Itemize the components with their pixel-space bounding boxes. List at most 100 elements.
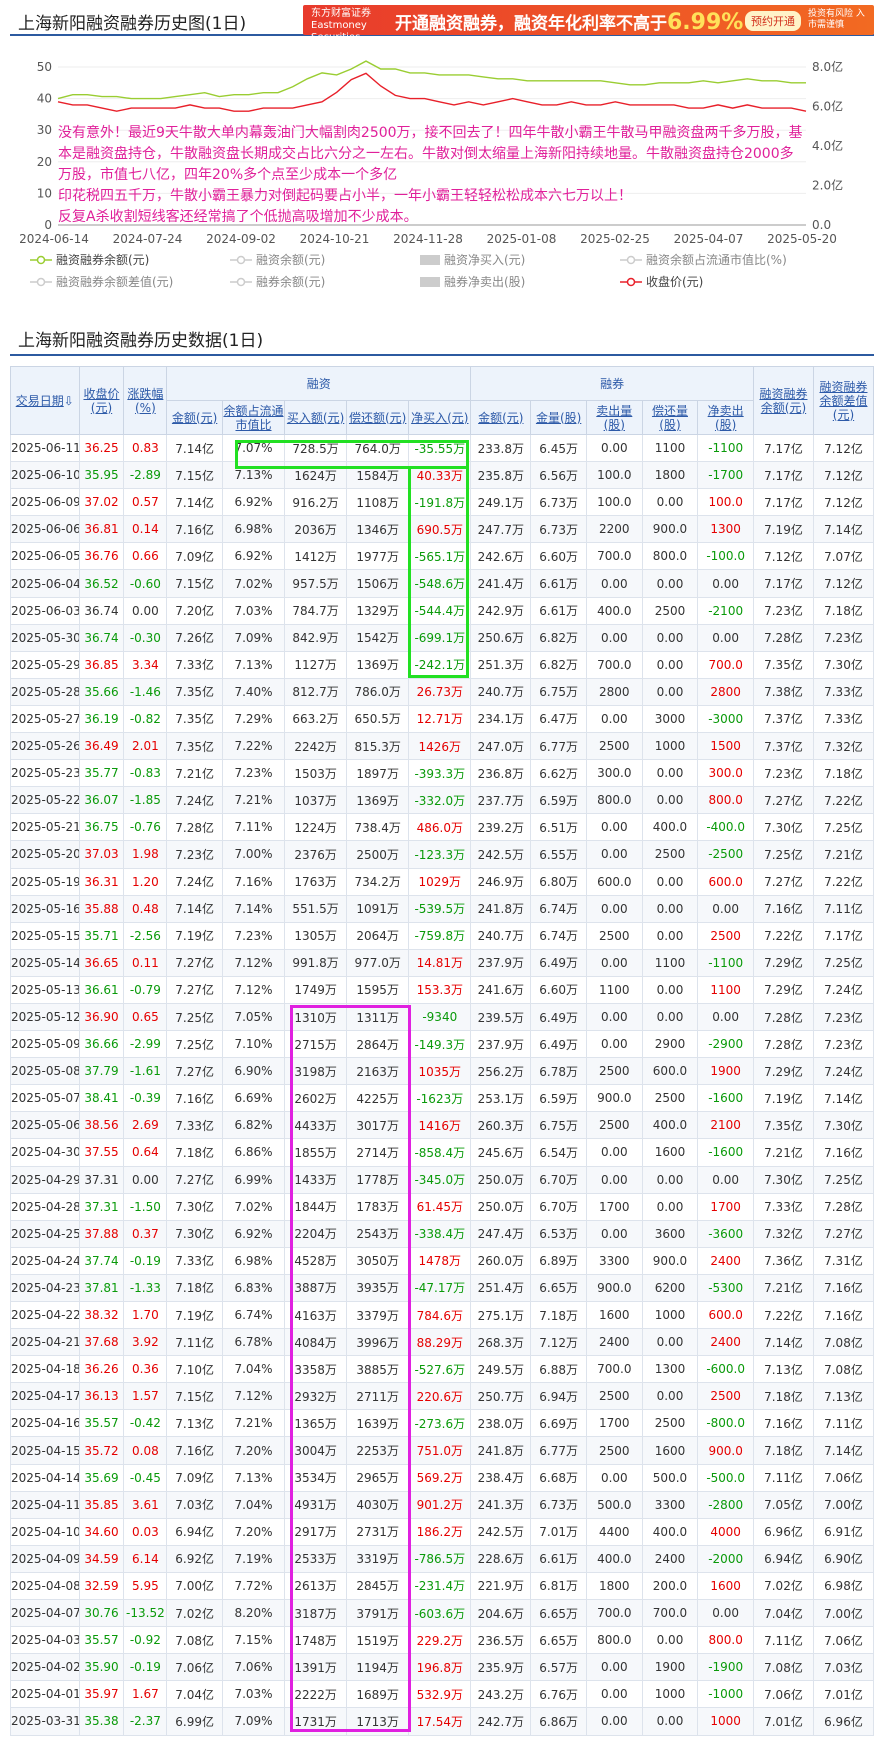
col-rzye[interactable]: 金额(元): [166, 400, 223, 435]
table-cell[interactable]: 2025-05-21: [10, 813, 80, 842]
table-cell[interactable]: 2025-04-28: [10, 1192, 80, 1221]
col-ch-label[interactable]: 偿还额(元): [349, 410, 407, 425]
table-cell: 0.00: [585, 1002, 643, 1032]
table-cell[interactable]: 2025-05-30: [10, 623, 80, 652]
table-cell[interactable]: 2025-05-06: [10, 1111, 80, 1140]
table-cell[interactable]: 2025-05-19: [10, 867, 80, 896]
table-cell: 1763万: [284, 867, 348, 896]
col-jmr[interactable]: 净买入(元): [408, 400, 472, 435]
col-chg-label[interactable]: 涨跌幅(%): [127, 386, 164, 415]
legend-item[interactable]: 融资余额(元): [230, 251, 325, 268]
col-mr-label[interactable]: 买入额(元): [286, 410, 345, 425]
table-cell[interactable]: 2025-04-02: [10, 1653, 80, 1682]
table-cell[interactable]: 2025-05-23: [10, 759, 80, 788]
col-date[interactable]: 交易日期⇩: [10, 366, 80, 435]
table-cell[interactable]: 2025-05-27: [10, 704, 80, 734]
table-cell[interactable]: 2025-04-30: [10, 1138, 80, 1167]
col-mc-label[interactable]: 卖出量(股): [596, 403, 633, 432]
col-total[interactable]: 融资融券余额(元): [753, 366, 814, 435]
table-cell[interactable]: 2025-04-17: [10, 1382, 80, 1411]
table-cell: 238.4万: [470, 1463, 532, 1492]
table-cell: -1700: [697, 461, 754, 490]
table-cell[interactable]: 2025-04-01: [10, 1680, 80, 1709]
col-close[interactable]: 收盘价(元): [78, 366, 125, 435]
col-chl[interactable]: 偿还量(股): [641, 400, 699, 435]
table-cell[interactable]: 2025-05-15: [10, 921, 80, 950]
table-cell: 800.0: [697, 1626, 754, 1655]
col-jmc[interactable]: 净卖出(股): [697, 400, 754, 435]
promo-banner[interactable]: 东方财富证券 Eastmoney Securities 开通融资融券，融资年化利…: [303, 5, 874, 43]
legend-item[interactable]: 融资融券余额(元): [30, 251, 149, 268]
table-cell[interactable]: 2025-06-03: [10, 596, 80, 625]
table-cell[interactable]: 2025-04-15: [10, 1436, 80, 1465]
table-cell[interactable]: 2025-06-10: [10, 461, 80, 490]
table-cell[interactable]: 2025-04-23: [10, 1273, 80, 1303]
table-cell[interactable]: 2025-04-29: [10, 1165, 80, 1194]
col-rzye-label[interactable]: 金额(元): [171, 410, 218, 425]
table-cell[interactable]: 2025-05-20: [10, 840, 80, 869]
col-jmc-label[interactable]: 净卖出(股): [707, 403, 744, 432]
table-cell: 0.37: [123, 1219, 168, 1248]
table-cell[interactable]: 2025-04-16: [10, 1409, 80, 1438]
table-cell[interactable]: 2025-04-07: [10, 1599, 80, 1628]
table-cell: -1000: [697, 1680, 754, 1709]
col-ch[interactable]: 偿还额(元): [346, 400, 410, 435]
col-rzzb[interactable]: 余额占流通市值比: [221, 400, 286, 435]
table-cell[interactable]: 2025-04-10: [10, 1517, 80, 1546]
table-cell[interactable]: 2025-06-09: [10, 488, 80, 517]
col-total-label[interactable]: 融资融券余额(元): [759, 386, 808, 415]
legend-item[interactable]: 融券净卖出(股): [420, 273, 525, 290]
table-cell: 6.90亿: [812, 1544, 875, 1573]
col-diff[interactable]: 融资融券余额差值(元): [812, 366, 875, 435]
table-cell: 1600: [585, 1300, 643, 1330]
table-cell[interactable]: 2025-05-08: [10, 1057, 80, 1086]
col-date-label[interactable]: 交易日期: [15, 393, 64, 408]
table-cell: 4400: [585, 1517, 643, 1546]
col-rzzb-label[interactable]: 余额占流通市值比: [223, 403, 284, 432]
table-cell[interactable]: 2025-05-12: [10, 1002, 80, 1032]
table-cell[interactable]: 2025-04-18: [10, 1355, 80, 1384]
table-cell[interactable]: 2025-05-28: [10, 677, 80, 706]
table-cell[interactable]: 2025-05-22: [10, 786, 80, 815]
x-tick: 2025-04-07: [674, 232, 744, 246]
appointment-button[interactable]: 预约开通: [745, 11, 801, 31]
table-cell[interactable]: 2025-04-24: [10, 1246, 80, 1275]
legend-item[interactable]: 融资净买入(元): [420, 251, 525, 268]
table-cell: 7.14亿: [812, 1084, 875, 1113]
col-chg[interactable]: 涨跌幅(%): [123, 366, 168, 435]
table-cell[interactable]: 2025-05-13: [10, 975, 80, 1004]
table-cell[interactable]: 2025-03-31: [10, 1707, 80, 1736]
table-cell[interactable]: 2025-06-05: [10, 542, 80, 571]
table-cell[interactable]: 2025-05-26: [10, 732, 80, 761]
col-rqyl-label[interactable]: 金量(股): [535, 410, 582, 425]
table-cell[interactable]: 2025-05-07: [10, 1084, 80, 1113]
table-cell[interactable]: 2025-06-04: [10, 569, 80, 598]
col-rqje[interactable]: 金额(元): [470, 400, 532, 435]
table-cell[interactable]: 2025-06-06: [10, 515, 80, 544]
table-cell[interactable]: 2025-04-14: [10, 1463, 80, 1492]
legend-item[interactable]: 收盘价(元): [620, 273, 703, 290]
table-cell[interactable]: 2025-05-16: [10, 894, 80, 923]
table-cell[interactable]: 2025-04-08: [10, 1571, 80, 1601]
col-rqje-label[interactable]: 金额(元): [478, 410, 524, 425]
table-cell[interactable]: 2025-04-25: [10, 1219, 80, 1248]
legend-item[interactable]: 融券余额(元): [230, 273, 325, 290]
table-cell[interactable]: 2025-04-22: [10, 1300, 80, 1330]
table-cell[interactable]: 2025-06-11: [10, 433, 80, 463]
table-cell[interactable]: 2025-04-21: [10, 1328, 80, 1357]
col-mc[interactable]: 卖出量(股): [585, 400, 643, 435]
table-cell[interactable]: 2025-04-03: [10, 1626, 80, 1655]
col-diff-label[interactable]: 融资融券余额差值(元): [819, 379, 868, 422]
table-cell[interactable]: 2025-05-14: [10, 948, 80, 977]
col-mr[interactable]: 买入额(元): [284, 400, 348, 435]
table-cell[interactable]: 2025-05-29: [10, 650, 80, 679]
col-close-label[interactable]: 收盘价(元): [83, 386, 120, 415]
legend-item[interactable]: 融资余额占流通市值比(%): [620, 251, 787, 268]
table-cell[interactable]: 2025-04-09: [10, 1544, 80, 1573]
col-rqyl[interactable]: 金量(股): [530, 400, 587, 435]
legend-item[interactable]: 融资融券余额差值(元): [30, 273, 173, 290]
table-cell[interactable]: 2025-05-09: [10, 1030, 80, 1059]
table-cell[interactable]: 2025-04-11: [10, 1490, 80, 1519]
col-chl-label[interactable]: 偿还量(股): [651, 403, 688, 432]
col-jmr-label[interactable]: 净买入(元): [411, 410, 469, 425]
